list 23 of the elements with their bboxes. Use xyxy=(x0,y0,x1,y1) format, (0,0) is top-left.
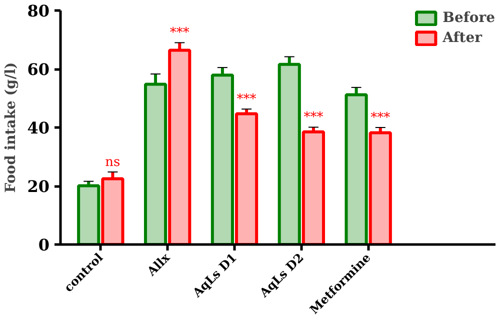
annotation: *** xyxy=(370,110,391,126)
y-tick-label: 0 xyxy=(38,236,50,254)
y-tick-label: 40 xyxy=(27,118,50,138)
bar xyxy=(368,131,392,244)
legend-label: Before xyxy=(442,10,495,26)
bar xyxy=(235,112,258,244)
bar xyxy=(168,48,192,244)
y-tick-label: 20 xyxy=(27,177,50,196)
y-axis-title: Food intake (g/l) xyxy=(3,62,20,193)
bar xyxy=(144,82,168,244)
annotation: *** xyxy=(170,26,190,41)
annotation: *** xyxy=(236,92,257,108)
legend-label: After xyxy=(442,30,482,46)
bar xyxy=(77,184,100,244)
bar xyxy=(278,62,301,244)
bar xyxy=(302,130,326,244)
bar xyxy=(344,93,368,244)
annotation: ns xyxy=(105,154,120,170)
annotation: *** xyxy=(304,110,324,126)
y-tick-label: 80 xyxy=(27,2,50,20)
bar xyxy=(101,177,124,244)
y-tick-label: 60 xyxy=(27,60,50,79)
bar xyxy=(210,74,234,244)
